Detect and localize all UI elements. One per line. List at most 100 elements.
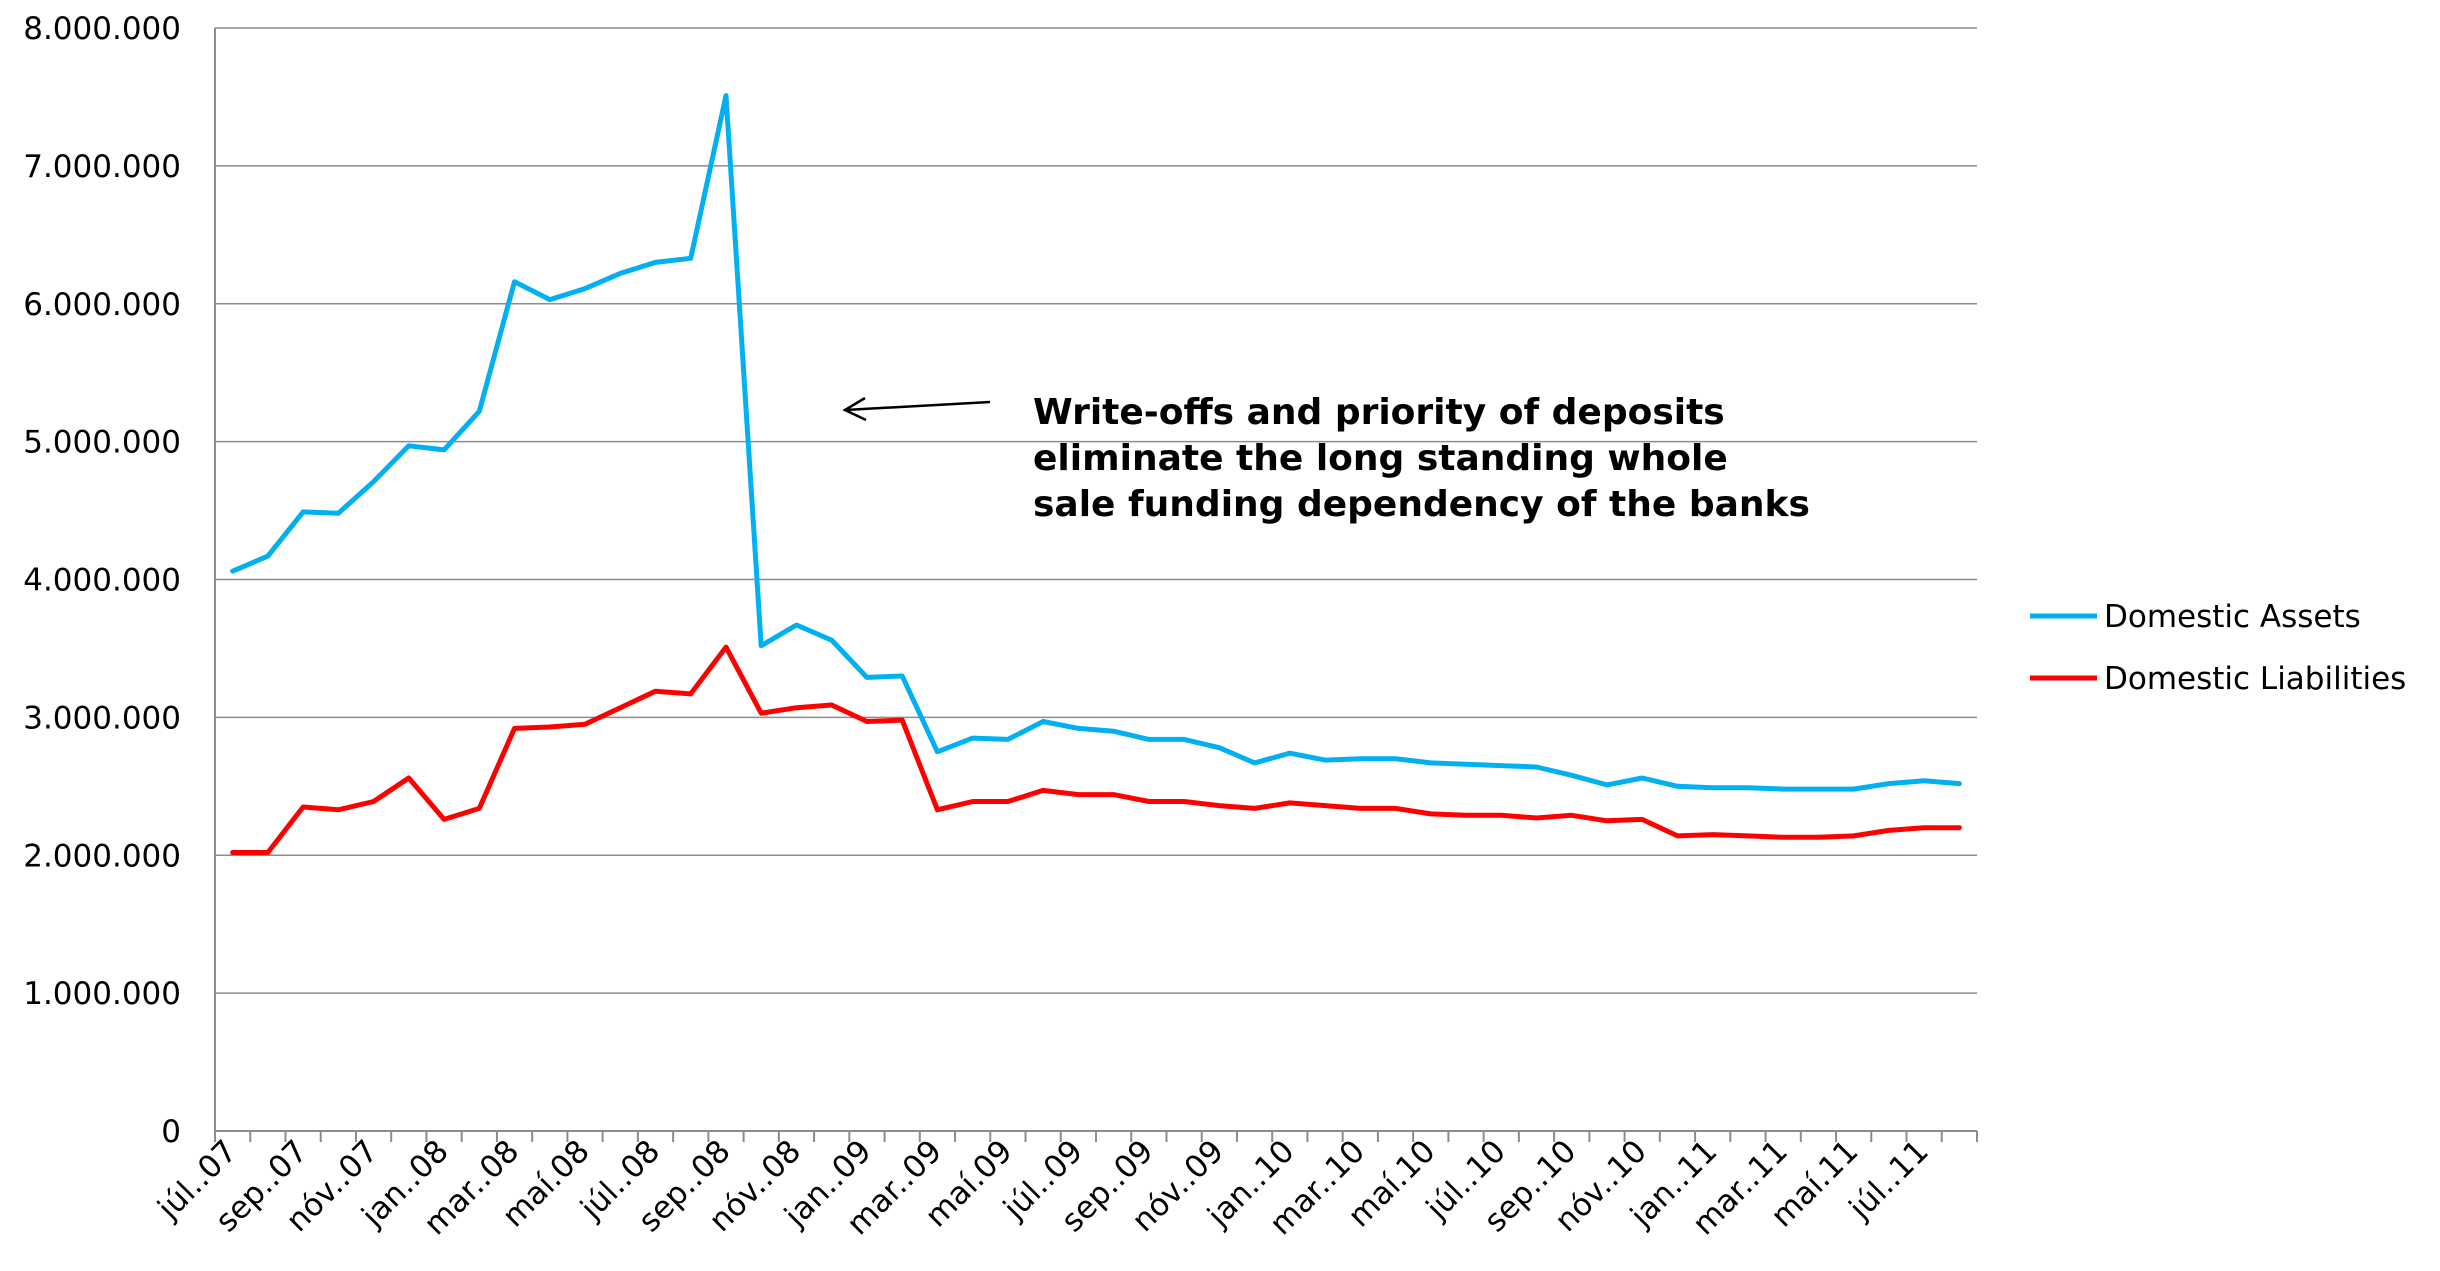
data-point-domestic-assets	[1534, 765, 1539, 770]
data-point-domestic-assets	[935, 749, 940, 754]
data-point-domestic-assets	[336, 511, 341, 516]
data-point-domestic-assets	[1393, 756, 1398, 761]
series-lines	[230, 93, 1962, 855]
y-tick-label: 7.000.000	[23, 149, 181, 185]
data-point-domestic-assets	[1675, 784, 1680, 789]
data-point-domestic-assets	[1252, 760, 1257, 765]
legend-label: Domestic Liabilities	[2104, 661, 2406, 697]
data-point-domestic-assets	[759, 643, 764, 648]
data-point-domestic-liabilities	[1499, 813, 1504, 818]
y-tick-label: 0	[161, 1114, 181, 1150]
data-point-domestic-assets	[1851, 787, 1856, 792]
data-point-domestic-assets	[477, 409, 482, 414]
data-point-domestic-liabilities	[1146, 799, 1151, 804]
data-point-domestic-liabilities	[1005, 799, 1010, 804]
data-point-domestic-assets	[829, 638, 834, 643]
data-point-domestic-assets	[653, 260, 658, 265]
data-point-domestic-liabilities	[1640, 817, 1645, 822]
annotation-arrow-line	[844, 400, 991, 412]
data-point-domestic-liabilities	[829, 702, 834, 707]
data-point-domestic-liabilities	[1111, 792, 1116, 797]
annotation-line-1: Write-offs and priority of deposits	[1033, 392, 1725, 433]
data-point-domestic-assets	[1886, 781, 1891, 786]
data-point-domestic-liabilities	[1781, 835, 1786, 840]
data-point-domestic-assets	[1287, 751, 1292, 756]
data-point-domestic-assets	[1604, 782, 1609, 787]
data-point-domestic-assets	[371, 479, 376, 484]
data-point-domestic-liabilities	[442, 817, 447, 822]
annotation: Write-offs and priority of deposits elim…	[842, 392, 1810, 525]
data-point-domestic-assets	[547, 297, 552, 302]
y-tick-label: 5.000.000	[23, 425, 181, 461]
data-point-domestic-liabilities	[618, 705, 623, 710]
data-point-domestic-liabilities	[1534, 816, 1539, 821]
data-point-domestic-liabilities	[1076, 792, 1081, 797]
data-point-domestic-liabilities	[1851, 833, 1856, 838]
data-point-domestic-assets	[1569, 773, 1574, 778]
legend-label: Domestic Assets	[2104, 599, 2361, 635]
data-point-domestic-liabilities	[653, 689, 658, 694]
data-point-domestic-assets	[1922, 778, 1927, 783]
data-point-domestic-liabilities	[1041, 788, 1046, 793]
data-point-domestic-assets	[1358, 756, 1363, 761]
data-point-domestic-liabilities	[547, 725, 552, 730]
data-point-domestic-liabilities	[1886, 828, 1891, 833]
data-point-domestic-assets	[265, 554, 270, 559]
data-point-domestic-assets	[864, 675, 869, 680]
data-point-domestic-assets	[688, 256, 693, 261]
data-point-domestic-liabilities	[477, 806, 482, 811]
data-point-domestic-assets	[723, 93, 728, 98]
data-point-domestic-liabilities	[406, 776, 411, 781]
data-point-domestic-assets	[618, 271, 623, 276]
annotation-line-2: eliminate the long standing whole	[1033, 438, 1728, 479]
data-point-domestic-assets	[1005, 737, 1010, 742]
data-point-domestic-liabilities	[759, 711, 764, 716]
annotation-line-3: sale funding dependency of the banks	[1033, 484, 1810, 525]
data-point-domestic-assets	[1957, 781, 1962, 786]
annotation-arrow-head	[842, 396, 867, 422]
data-point-domestic-liabilities	[583, 722, 588, 727]
data-point-domestic-liabilities	[1464, 813, 1469, 818]
data-point-domestic-liabilities	[1745, 833, 1750, 838]
data-point-domestic-liabilities	[1358, 806, 1363, 811]
data-point-domestic-liabilities	[1428, 811, 1433, 816]
data-point-domestic-liabilities	[1252, 806, 1257, 811]
data-point-domestic-liabilities	[935, 807, 940, 812]
data-point-domestic-assets	[970, 736, 975, 741]
data-point-domestic-liabilities	[900, 718, 905, 723]
data-point-domestic-assets	[406, 443, 411, 448]
data-point-domestic-assets	[301, 509, 306, 514]
data-point-domestic-liabilities	[230, 850, 235, 855]
data-point-domestic-liabilities	[723, 645, 728, 650]
data-point-domestic-assets	[1041, 719, 1046, 724]
data-point-domestic-assets	[1816, 787, 1821, 792]
data-point-domestic-assets	[1146, 737, 1151, 742]
data-point-domestic-liabilities	[1922, 825, 1927, 830]
y-tick-label: 3.000.000	[23, 700, 181, 736]
data-point-domestic-assets	[794, 622, 799, 627]
data-point-domestic-assets	[442, 447, 447, 452]
data-point-domestic-assets	[900, 674, 905, 679]
data-point-domestic-liabilities	[794, 705, 799, 710]
data-point-domestic-liabilities	[1569, 813, 1574, 818]
data-point-domestic-liabilities	[1957, 825, 1962, 830]
y-tick-label: 2.000.000	[23, 838, 181, 874]
data-point-domestic-liabilities	[371, 799, 376, 804]
x-axis: júl..07sep..07nóv..07jan..08mar..08maí.0…	[150, 28, 1978, 1242]
data-point-domestic-liabilities	[1675, 833, 1680, 838]
data-point-domestic-assets	[1182, 737, 1187, 742]
data-point-domestic-assets	[1499, 763, 1504, 768]
data-point-domestic-liabilities	[301, 804, 306, 809]
legend: Domestic Assets Domestic Liabilities	[2030, 599, 2406, 697]
y-tick-label: 8.000.000	[23, 11, 181, 47]
data-point-domestic-assets	[1464, 762, 1469, 767]
data-point-domestic-assets	[1217, 745, 1222, 750]
series-line-domestic-assets	[230, 93, 1962, 792]
data-point-domestic-liabilities	[970, 799, 975, 804]
data-point-domestic-assets	[583, 286, 588, 291]
data-point-domestic-assets	[230, 569, 235, 574]
data-point-domestic-liabilities	[1393, 806, 1398, 811]
x-tick-label: júl..11	[1842, 1133, 1936, 1227]
data-point-domestic-assets	[1640, 776, 1645, 781]
data-point-domestic-liabilities	[512, 726, 517, 731]
